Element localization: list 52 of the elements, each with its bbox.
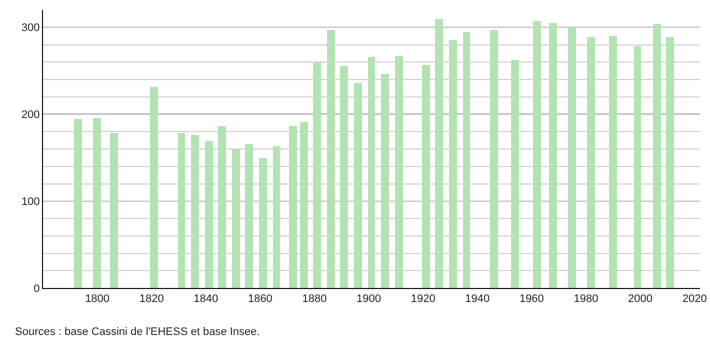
x-tick-label: 1880 — [302, 293, 327, 306]
bar — [93, 118, 101, 288]
bar — [666, 37, 674, 288]
bar — [178, 133, 185, 288]
x-tick-label: 1900 — [356, 293, 382, 306]
bar — [354, 83, 362, 288]
bar — [150, 87, 158, 288]
x-tick-label: 1860 — [248, 293, 272, 306]
x-tick-label: 1800 — [85, 293, 110, 306]
y-tick-label: 200 — [21, 109, 40, 122]
bar — [245, 144, 253, 288]
y-tick-label: 300 — [21, 22, 40, 34]
bar — [313, 62, 321, 288]
y-tick-label: 100 — [21, 196, 40, 208]
bar — [568, 28, 576, 288]
bar — [533, 21, 541, 288]
bar — [232, 149, 240, 288]
bar — [511, 60, 519, 288]
bar — [110, 133, 118, 288]
bar — [191, 135, 199, 288]
x-tick-label: 1920 — [410, 293, 436, 306]
bar — [74, 119, 82, 288]
x-tick-label: 2000 — [628, 293, 653, 306]
bar — [653, 24, 661, 288]
bar — [259, 158, 267, 288]
y-tick-label: 0 — [34, 282, 40, 295]
bar — [273, 146, 280, 288]
bar — [300, 122, 308, 288]
x-tick-label: 1820 — [139, 293, 164, 306]
bar — [327, 30, 335, 288]
bar — [587, 37, 595, 288]
bar — [435, 19, 443, 288]
bar — [549, 23, 557, 288]
bar — [340, 66, 348, 288]
x-tick-label: 1960 — [519, 293, 544, 306]
bar — [205, 141, 213, 288]
bar — [218, 126, 226, 288]
x-tick-label: 1840 — [194, 293, 218, 306]
bar — [449, 40, 457, 288]
x-tick-label: 1940 — [465, 293, 490, 306]
x-tick-label: 2020 — [682, 293, 707, 306]
bar — [289, 126, 297, 288]
bar — [490, 30, 498, 288]
x-tick-label: 1980 — [574, 293, 598, 306]
bar — [381, 74, 389, 288]
bar — [609, 36, 617, 288]
bar — [463, 32, 470, 288]
bar — [368, 57, 375, 288]
bar — [395, 56, 403, 288]
bar — [634, 46, 641, 288]
source-note: Sources : base Cassini de l'EHESS et base Insee. — [15, 326, 260, 338]
bar — [422, 65, 430, 288]
